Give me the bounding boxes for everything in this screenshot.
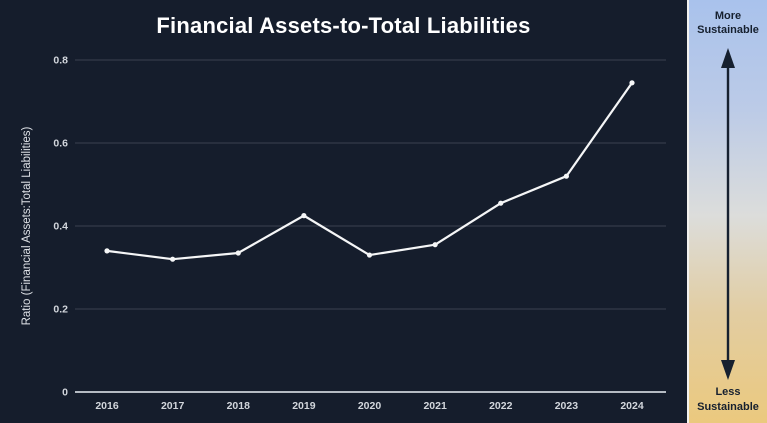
data-point bbox=[235, 250, 241, 256]
line-chart-panel: Financial Assets-to-Total Liabilities Ra… bbox=[21, 13, 666, 412]
x-tick-label: 2018 bbox=[227, 400, 251, 412]
data-point bbox=[366, 252, 373, 258]
x-tick-label: 2016 bbox=[95, 400, 119, 412]
series-line bbox=[105, 81, 634, 261]
y-tick-label: 0.8 bbox=[53, 55, 68, 67]
y-tick-label: 0.2 bbox=[53, 304, 68, 316]
sustainability-scale-panel: More Sustainable Less Sustainable bbox=[687, 0, 767, 423]
less-sustainable-label: Less Sustainable bbox=[697, 386, 759, 413]
x-tick-label: 2021 bbox=[423, 400, 447, 412]
more-sustainable-label: More Sustainable bbox=[697, 10, 759, 37]
data-point bbox=[629, 80, 635, 86]
y-tick-label: 0 bbox=[62, 387, 68, 399]
data-point bbox=[498, 200, 504, 206]
data-point bbox=[301, 213, 307, 219]
data-point bbox=[104, 248, 110, 254]
data-point bbox=[170, 256, 176, 262]
x-tick-label: 2024 bbox=[620, 400, 644, 412]
chart-title: Financial Assets-to-Total Liabilities bbox=[156, 13, 531, 38]
y-tick-label: 0.4 bbox=[53, 221, 68, 233]
data-point bbox=[432, 242, 438, 248]
x-tick-label: 2017 bbox=[161, 400, 185, 412]
line-chart: 0 0.2 0.4 0.6 0.8 2016 2017 2018 2019 2020 2021 202… bbox=[53, 55, 666, 412]
x-tick-label: 2022 bbox=[489, 400, 513, 412]
x-tick-label: 2019 bbox=[292, 400, 316, 412]
sustainability-double-arrow-icon bbox=[721, 48, 735, 380]
data-point bbox=[563, 173, 569, 179]
x-tick-label: 2023 bbox=[555, 400, 579, 412]
y-tick-label: 0.6 bbox=[53, 138, 68, 150]
x-tick-label: 2020 bbox=[358, 400, 382, 412]
